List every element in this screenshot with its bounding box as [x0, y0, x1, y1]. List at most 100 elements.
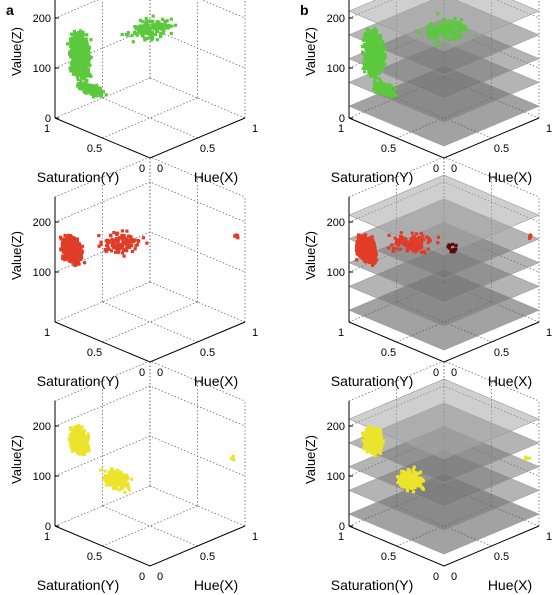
data-point [169, 17, 173, 21]
data-point [367, 58, 371, 62]
data-point [359, 234, 363, 238]
data-point [83, 261, 87, 265]
data-point [363, 236, 367, 240]
data-point [117, 236, 122, 240]
x-axis-label: Hue(X) [194, 169, 238, 185]
data-point [156, 26, 160, 30]
data-point [358, 241, 362, 245]
data-point [373, 27, 377, 31]
data-point [162, 28, 166, 32]
data-point [371, 250, 375, 254]
data-point [436, 12, 440, 16]
data-point [72, 252, 77, 256]
data-point [376, 87, 380, 92]
data-point [372, 64, 376, 68]
data-point [70, 48, 75, 52]
data-point [75, 70, 79, 74]
data-point [78, 45, 82, 49]
data-point [78, 33, 82, 37]
data-point [369, 65, 373, 69]
data-point [436, 40, 440, 44]
data-point [94, 83, 99, 87]
data-point [135, 243, 139, 247]
data-point [74, 243, 78, 247]
data-point [429, 22, 433, 26]
data-point [62, 238, 66, 242]
point-cloud [354, 231, 533, 267]
data-point [374, 250, 378, 254]
data-point [429, 34, 433, 38]
data-point [371, 29, 375, 33]
data-point [366, 32, 370, 36]
data-point [363, 55, 368, 59]
z-axis-label: Value(Z) [303, 27, 318, 76]
data-point [381, 92, 385, 96]
data-point [368, 245, 372, 249]
z-tick-label: 100 [33, 63, 51, 75]
data-point [406, 247, 410, 251]
data-point [74, 258, 78, 262]
data-point [375, 36, 379, 40]
data-point [373, 62, 377, 66]
data-point [361, 254, 365, 258]
data-point [374, 70, 378, 74]
data-point [106, 245, 110, 249]
data-point [462, 27, 466, 31]
data-point [378, 69, 382, 73]
data-point [363, 239, 367, 243]
data-point [83, 87, 87, 91]
data-point [85, 40, 89, 44]
data-point [394, 94, 398, 98]
data-point [63, 242, 68, 246]
data-point [120, 235, 125, 239]
data-point [437, 42, 441, 46]
data-point [151, 24, 155, 29]
data-point [373, 87, 377, 91]
data-point [426, 30, 430, 34]
data-point [367, 243, 372, 247]
data-point [159, 35, 163, 39]
data-point [79, 53, 83, 57]
data-point [75, 66, 79, 70]
data-point [88, 55, 92, 59]
data-point [117, 250, 121, 254]
data-point [410, 231, 414, 235]
data-point [363, 70, 367, 74]
data-point [159, 27, 163, 31]
data-point [125, 229, 129, 233]
data-point [453, 16, 457, 21]
data-point [83, 89, 87, 94]
data-point [157, 22, 162, 26]
data-point [112, 230, 116, 235]
data-point [144, 29, 148, 33]
data-point [126, 245, 130, 249]
data-point [432, 42, 436, 46]
data-point [83, 55, 87, 59]
data-point [387, 246, 391, 250]
data-point [83, 76, 87, 80]
data-point [355, 248, 359, 252]
data-point [371, 51, 375, 55]
data-point [374, 30, 378, 34]
y-axis-label: Saturation(Y) [37, 373, 119, 389]
data-point [75, 239, 79, 243]
data-point [137, 239, 141, 243]
data-point [371, 246, 375, 250]
data-point [393, 236, 397, 240]
data-point [90, 91, 94, 95]
data-point [70, 62, 74, 66]
data-point [110, 249, 114, 253]
data-point [75, 237, 79, 241]
data-point [125, 240, 129, 244]
data-point [387, 88, 391, 92]
data-point [87, 57, 92, 61]
data-point [72, 43, 76, 47]
data-point [130, 239, 134, 243]
data-point [368, 56, 372, 61]
data-point [76, 81, 80, 85]
data-point [87, 61, 91, 65]
data-point [414, 29, 419, 33]
data-point [364, 43, 368, 47]
data-point [93, 87, 97, 91]
